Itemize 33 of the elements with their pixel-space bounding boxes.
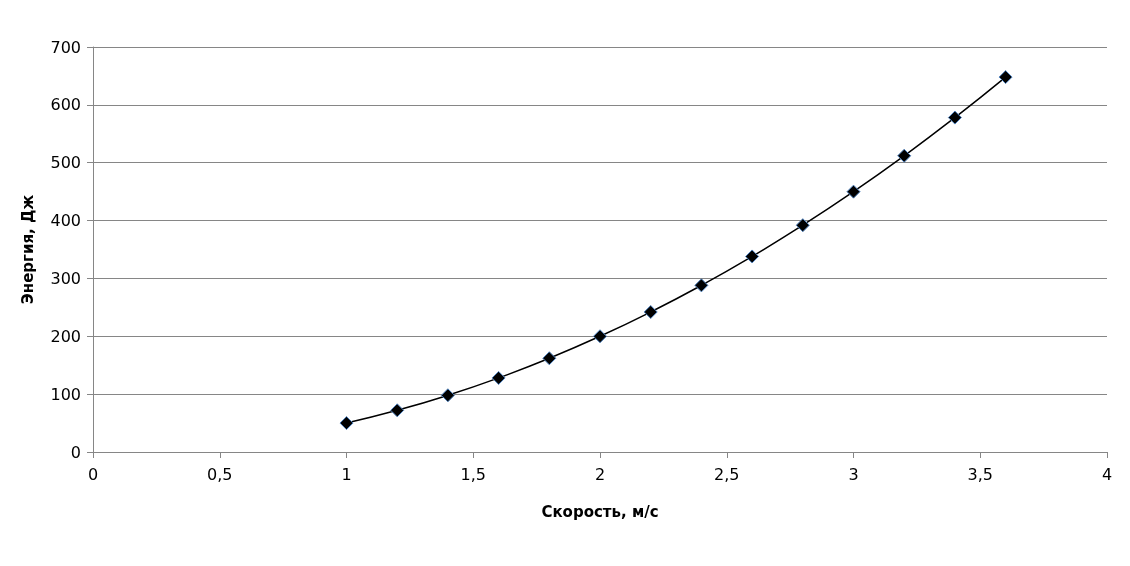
y-tick-label: 500 xyxy=(50,153,81,173)
point xyxy=(643,304,658,319)
y-tick-label: 700 xyxy=(50,37,81,57)
point xyxy=(440,388,455,403)
x-tick-label: 0,5 xyxy=(207,464,233,484)
y-tick-label: 400 xyxy=(50,211,81,231)
point xyxy=(897,148,912,163)
point xyxy=(339,416,354,431)
point xyxy=(694,278,709,293)
point xyxy=(846,184,861,199)
x-axis-title: Скорость, м/с xyxy=(541,502,659,521)
point xyxy=(542,351,557,366)
point xyxy=(795,218,810,233)
x-tick-label: 1 xyxy=(341,464,352,484)
x-tick-label: 2 xyxy=(594,464,606,484)
y-tick-label: 0 xyxy=(70,442,81,462)
y-tick-label: 600 xyxy=(50,95,81,115)
point xyxy=(593,329,607,344)
x-tick-label: 2,5 xyxy=(714,464,740,484)
x-tick-label: 3,5 xyxy=(967,464,993,484)
x-tick-label: 0 xyxy=(87,464,99,484)
y-axis-title: Энергия, Дж xyxy=(18,194,37,305)
x-tick-label: 1,5 xyxy=(460,464,486,484)
y-tick-label: 300 xyxy=(50,268,81,288)
point xyxy=(998,70,1013,85)
point xyxy=(491,370,506,385)
y-tick-label: 200 xyxy=(50,326,81,346)
point xyxy=(390,403,405,418)
x-tick-label: 3 xyxy=(848,464,859,484)
x-tick-label: 4 xyxy=(1101,464,1113,484)
point xyxy=(745,249,760,264)
y-tick-label: 100 xyxy=(50,384,81,404)
point xyxy=(947,110,962,125)
